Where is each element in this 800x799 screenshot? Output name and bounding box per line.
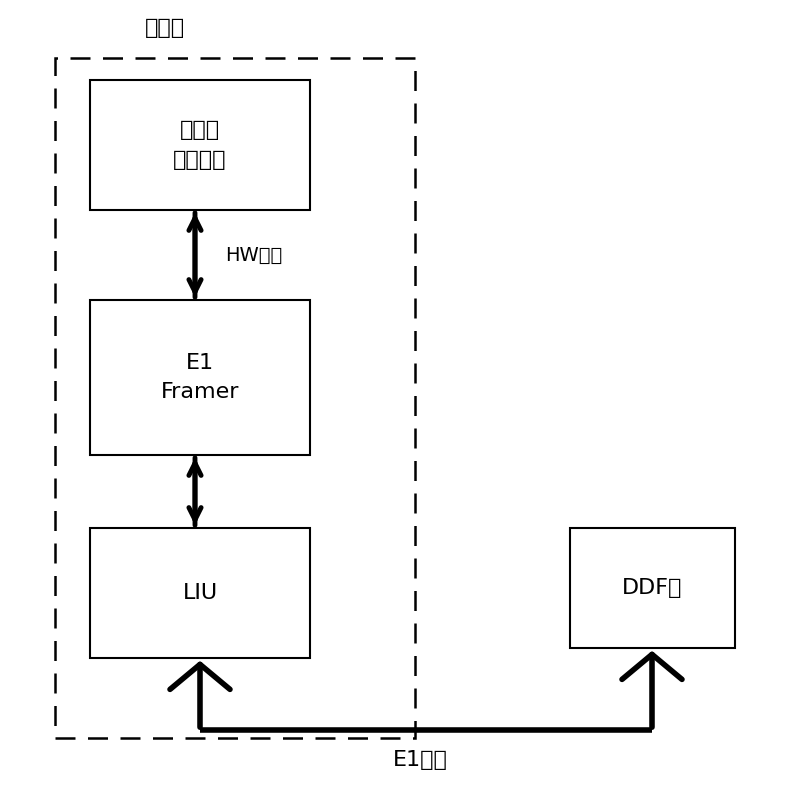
- FancyBboxPatch shape: [90, 300, 310, 455]
- Text: DDF架: DDF架: [622, 578, 682, 598]
- Text: 链路层
处理芯片: 链路层 处理芯片: [174, 120, 226, 170]
- FancyBboxPatch shape: [570, 528, 735, 648]
- Text: LIU: LIU: [182, 583, 218, 603]
- Text: E1
Framer: E1 Framer: [161, 352, 239, 403]
- FancyBboxPatch shape: [90, 80, 310, 210]
- Text: HW总线: HW总线: [225, 245, 282, 264]
- Text: 接口板: 接口板: [145, 18, 185, 38]
- Text: E1电缆: E1电缆: [393, 750, 447, 770]
- FancyBboxPatch shape: [90, 528, 310, 658]
